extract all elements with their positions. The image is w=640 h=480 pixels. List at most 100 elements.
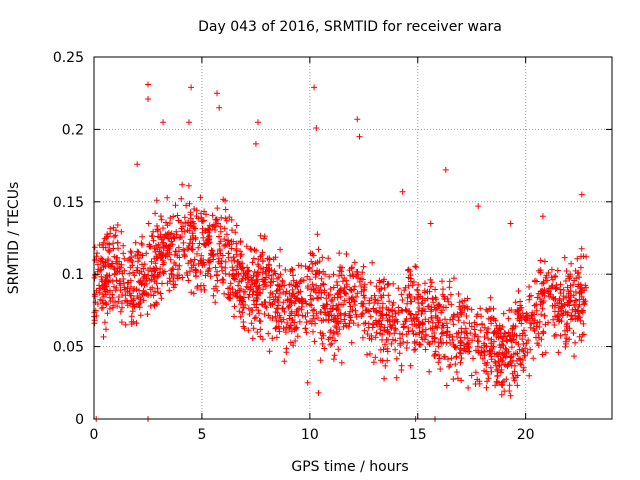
data-point: [422, 326, 429, 333]
data-point: [254, 289, 261, 296]
data-point: [335, 346, 342, 353]
data-point: [447, 291, 454, 298]
data-point: [305, 283, 311, 290]
data-point: [445, 298, 452, 305]
data-point: [576, 301, 583, 308]
data-point: [257, 290, 264, 297]
data-point: [492, 358, 498, 365]
data-point: [403, 345, 410, 351]
data-point: [122, 321, 129, 328]
data-point: [422, 332, 429, 339]
data-point: [442, 166, 449, 173]
data-point: [576, 310, 582, 317]
data-point: [107, 298, 114, 305]
data-point: [565, 299, 572, 306]
data-point: [566, 325, 573, 332]
data-point: [379, 300, 386, 307]
data-point: [458, 309, 465, 316]
data-point: [570, 330, 577, 336]
data-point: [327, 308, 334, 315]
data-point: [500, 310, 507, 317]
data-point: [292, 325, 299, 331]
data-point: [514, 315, 521, 322]
data-point: [134, 293, 141, 299]
data-point: [544, 277, 550, 284]
data-point: [396, 350, 403, 357]
data-point: [113, 284, 120, 291]
data-point: [203, 211, 209, 218]
data-point: [187, 236, 194, 243]
data-point: [407, 268, 413, 275]
data-point: [348, 339, 355, 346]
data-point: [197, 194, 204, 201]
data-point: [153, 197, 160, 204]
data-point: [435, 352, 442, 358]
data-point: [201, 241, 208, 248]
data-point: [273, 317, 280, 324]
data-point: [386, 298, 393, 305]
data-point: [187, 209, 194, 216]
data-point: [210, 292, 217, 299]
data-point: [318, 275, 325, 282]
data-point: [432, 348, 439, 355]
data-point: [469, 337, 476, 344]
data-point: [494, 378, 501, 385]
data-point: [131, 272, 138, 279]
data-point: [277, 271, 284, 278]
data-point: [101, 319, 108, 326]
data-point: [408, 298, 415, 305]
data-point: [185, 182, 192, 189]
data-point: [221, 225, 228, 232]
data-point: [404, 339, 411, 346]
data-point: [561, 254, 568, 261]
data-point: [338, 301, 345, 308]
data-point: [271, 268, 278, 275]
data-point: [354, 290, 361, 297]
data-point: [223, 231, 230, 238]
data-point: [222, 270, 229, 277]
data-point: [124, 298, 131, 305]
data-point: [496, 362, 503, 369]
data-point: [388, 307, 395, 313]
data-point: [470, 355, 476, 362]
data-point: [304, 310, 311, 316]
data-point: [199, 218, 206, 225]
data-point: [491, 338, 497, 345]
data-point: [150, 237, 157, 244]
data-point: [381, 341, 388, 348]
data-point: [160, 225, 166, 232]
data-point: [212, 299, 219, 306]
data-point: [263, 270, 270, 277]
data-point: [328, 298, 335, 305]
data-point: [274, 275, 281, 282]
data-point: [427, 325, 434, 332]
data-point: [577, 317, 584, 324]
data-point: [399, 308, 406, 314]
data-points: [91, 81, 590, 422]
data-point: [338, 272, 345, 279]
data-point: [136, 287, 143, 294]
data-point: [443, 320, 450, 327]
data-point: [576, 296, 583, 303]
data-point: [145, 81, 151, 88]
data-point: [419, 319, 426, 326]
data-point: [151, 288, 158, 295]
data-point: [216, 233, 222, 240]
data-point: [217, 223, 224, 230]
data-point: [214, 277, 221, 284]
data-point: [443, 339, 450, 346]
data-point: [393, 374, 400, 381]
data-point: [242, 302, 249, 308]
data-point: [575, 269, 582, 276]
data-point: [364, 351, 370, 358]
data-point: [214, 205, 221, 212]
data-point: [405, 324, 412, 331]
data-point: [358, 283, 365, 289]
data-point: [473, 313, 480, 320]
data-point: [362, 307, 369, 314]
data-point: [540, 278, 547, 285]
data-point: [466, 320, 473, 327]
data-point: [215, 220, 221, 227]
data-point: [377, 326, 384, 333]
data-point: [239, 298, 246, 305]
